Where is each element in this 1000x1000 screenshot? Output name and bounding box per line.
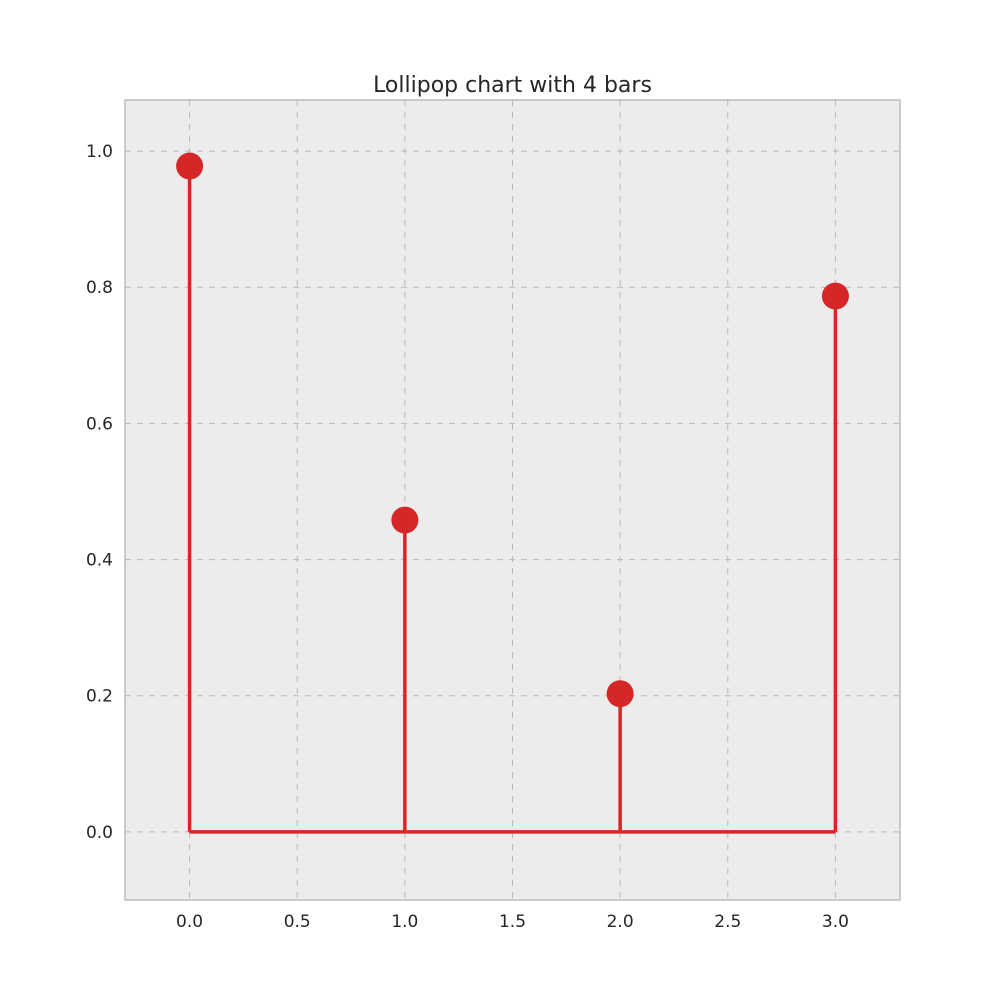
lollipop-marker (391, 506, 419, 534)
plot-border (124, 99, 901, 901)
x-tick-label: 0.0 (176, 912, 203, 932)
y-tick-label: 1.0 (86, 142, 113, 162)
x-tick-label: 1.0 (391, 912, 418, 932)
lollipop-marker (821, 282, 849, 310)
markers (176, 152, 849, 708)
y-tick-label: 0.2 (86, 687, 113, 707)
x-axis-ticks: 0.0 0.5 1.0 1.5 2.0 2.5 3.0 (176, 912, 849, 932)
lollipop-marker (176, 152, 204, 180)
y-tick-label: 0.8 (86, 278, 113, 298)
y-axis-ticks: 0.0 0.2 0.4 0.6 0.8 1.0 (86, 142, 113, 843)
y-tick-label: 0.0 (86, 823, 113, 843)
x-tick-label: 2.0 (607, 912, 634, 932)
y-tick-label: 0.4 (86, 551, 113, 571)
x-tick-label: 3.0 (822, 912, 849, 932)
chart-title: Lollipop chart with 4 bars (373, 73, 652, 98)
y-tick-label: 0.6 (86, 414, 113, 434)
x-tick-label: 0.5 (284, 912, 311, 932)
x-tick-label: 1.5 (499, 912, 526, 932)
stems (187, 166, 838, 832)
lollipop-marker (606, 680, 634, 708)
x-tick-label: 2.5 (714, 912, 741, 932)
